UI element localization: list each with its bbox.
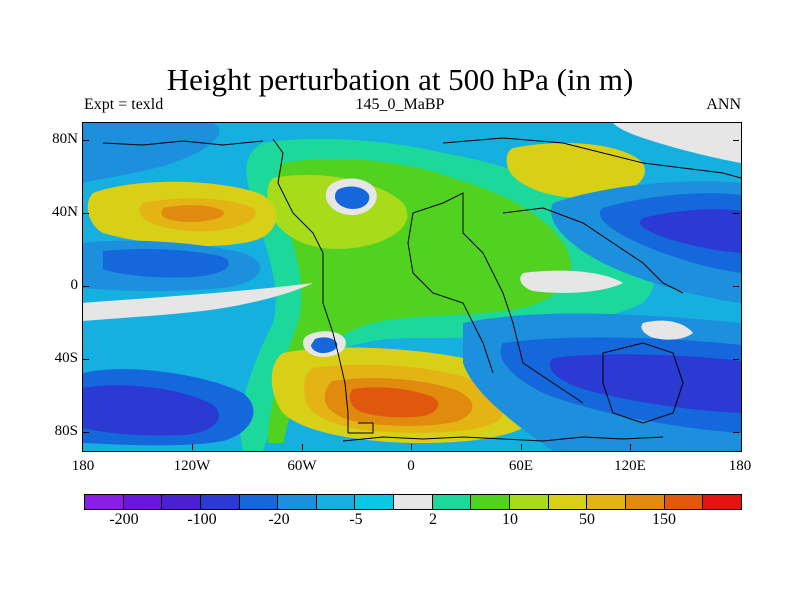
colorbar-swatch <box>239 495 279 509</box>
colorbar-swatch <box>664 495 704 509</box>
field-neg-southpacific-inner <box>83 385 219 436</box>
field-neg-indian-inner <box>549 354 741 413</box>
outline-south-america-tip <box>348 422 374 434</box>
colorbar-swatch <box>123 495 163 509</box>
field-zero-arctic-east <box>613 123 741 163</box>
field-red-southern <box>349 387 439 418</box>
colorbar-label: -5 <box>349 511 363 528</box>
y-tick <box>83 359 89 360</box>
x-tick <box>521 444 522 450</box>
x-label-180e: 180 <box>728 458 752 474</box>
y-tick-right <box>733 213 739 214</box>
field-deep-orange-northpacific <box>161 205 224 222</box>
experiment-label: Expt = texld <box>84 96 164 113</box>
x-label-180w: 180 <box>71 458 95 474</box>
colorbar-label: 150 <box>652 511 676 528</box>
outline-eurasia-north <box>442 137 741 179</box>
x-label-0: 0 <box>407 458 415 474</box>
colorbar-swatch <box>510 495 549 509</box>
colorbar-label: -20 <box>268 511 290 528</box>
x-label-60e: 60E <box>508 458 534 474</box>
colorbar-label: 10 <box>502 511 518 528</box>
y-label-80n: 80N <box>52 131 78 147</box>
map-panel <box>82 122 742 452</box>
colorbar-swatch <box>162 495 201 509</box>
x-label-120w: 120W <box>173 458 211 474</box>
season-label: ANN <box>706 96 741 113</box>
colorbar-label: -100 <box>187 511 217 528</box>
time-label: 145_0_MaBP <box>355 96 445 113</box>
colorbar-swatch <box>278 495 317 509</box>
colorbar-swatch <box>432 495 472 509</box>
colorbar-swatch <box>587 495 626 509</box>
y-tick-right <box>733 140 739 141</box>
outline-antarctica <box>342 436 664 442</box>
colorbar-swatch <box>394 495 433 509</box>
colorbar-swatch <box>355 495 395 509</box>
continent-outlines <box>102 137 741 442</box>
x-label-60w: 60W <box>287 458 317 474</box>
y-label-80s: 80S <box>54 423 78 439</box>
colorbar-swatch <box>200 495 240 509</box>
y-tick-right <box>733 432 739 433</box>
y-label-0: 0 <box>70 277 79 293</box>
y-label-40s: 40S <box>54 350 78 366</box>
x-tick <box>302 444 303 450</box>
colorbar-swatch <box>703 495 741 509</box>
colorbar-swatch <box>548 495 588 509</box>
colorbar-swatch <box>85 495 124 509</box>
y-label-40n: 40N <box>52 204 78 220</box>
field-neg-tropical-pacific-inner <box>103 249 229 278</box>
y-tick <box>83 286 89 287</box>
y-tick <box>83 432 89 433</box>
y-tick-right <box>733 286 739 287</box>
colorbar-label: 2 <box>429 511 437 528</box>
colorbar-swatch <box>316 495 356 509</box>
y-tick <box>83 140 89 141</box>
field-neg-arctic-west <box>83 123 220 183</box>
contour-field <box>83 123 741 451</box>
field-zero-equatorial <box>83 283 313 321</box>
outline-americas <box>272 138 349 433</box>
colorbar-label: -200 <box>109 511 139 528</box>
plot-title: Height perturbation at 500 hPa (in m) <box>166 62 634 97</box>
outline-arctic <box>102 140 264 146</box>
outline-africa-east <box>412 192 584 404</box>
colorbar <box>84 494 742 510</box>
y-tick <box>83 213 89 214</box>
x-label-120e: 120E <box>614 458 646 474</box>
field-zero-eastindian <box>641 320 693 340</box>
field-zero-east <box>520 270 623 293</box>
field-neg-north-atlantic <box>335 186 370 209</box>
outline-asia-south <box>502 207 684 294</box>
colorbar-swatch <box>625 495 665 509</box>
colorbar-label: 50 <box>579 511 595 528</box>
outline-africa-west <box>407 212 494 374</box>
field-neg-south-atlantic <box>311 337 338 353</box>
x-tick <box>630 444 631 450</box>
colorbar-swatch <box>471 495 511 509</box>
field-yellow-arctic <box>506 143 645 198</box>
y-tick-right <box>733 359 739 360</box>
field-neg-asia-inner <box>639 209 741 253</box>
outline-australia <box>602 342 684 424</box>
x-tick <box>411 444 412 450</box>
x-tick <box>192 444 193 450</box>
